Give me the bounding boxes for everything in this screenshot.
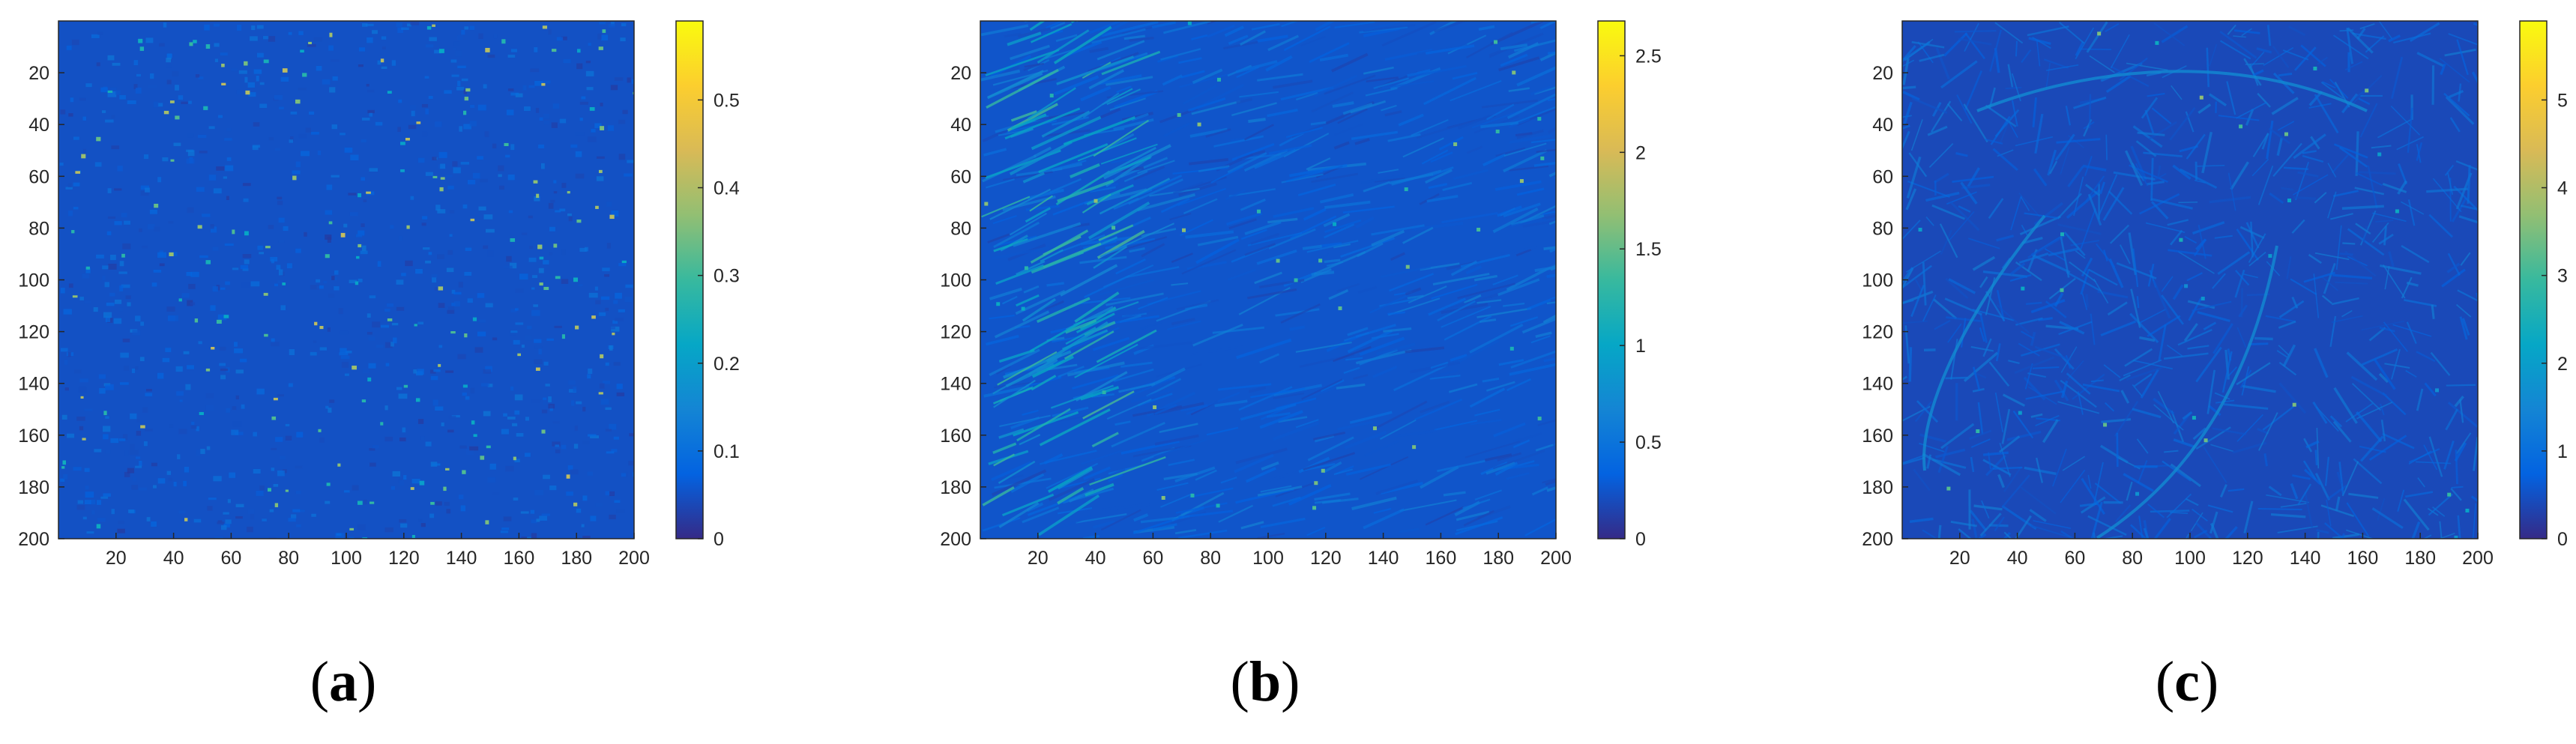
colorbar-tick-label: 4 <box>2557 178 2568 199</box>
heatmap-image <box>980 21 1556 539</box>
y-tick-label: 140 <box>18 374 49 395</box>
y-tick-label: 80 <box>1872 218 1893 239</box>
colorbar-tick-label: 0.4 <box>714 178 740 199</box>
colorbar-tick-label: 2.5 <box>1635 46 1662 67</box>
x-tick-label: 100 <box>1252 548 1284 569</box>
x-tick-label: 40 <box>1085 548 1106 569</box>
colorbar-tick-label: 0 <box>1635 529 1646 550</box>
x-tick-label: 160 <box>504 548 535 569</box>
x-tick-label: 60 <box>2064 548 2085 569</box>
y-tick-label: 20 <box>1872 63 1893 84</box>
colorbar-tick-label: 0 <box>2557 529 2568 550</box>
y-tick-label: 40 <box>950 115 971 136</box>
y-tick-label: 100 <box>940 270 971 291</box>
colorbar-tick-label: 2 <box>1635 142 1646 163</box>
y-tick-label: 200 <box>18 529 49 550</box>
x-tick-label: 20 <box>106 548 127 569</box>
colorbar <box>2519 20 2548 539</box>
x-tick-label: 80 <box>1200 548 1221 569</box>
x-tick-label: 140 <box>1368 548 1399 569</box>
y-tick-label: 140 <box>1862 374 1893 395</box>
y-tick-label: 100 <box>1862 270 1893 291</box>
y-tick-label: 60 <box>28 166 49 187</box>
y-tick-label: 160 <box>18 426 49 447</box>
y-tick-label: 120 <box>18 322 49 343</box>
y-tick-label: 200 <box>940 529 971 550</box>
y-tick-label: 40 <box>28 115 49 136</box>
x-tick-label: 160 <box>1426 548 1457 569</box>
y-tick-label: 160 <box>1862 426 1893 447</box>
y-tick-label: 180 <box>940 477 971 498</box>
colorbar-tick-label: 0.1 <box>714 441 740 462</box>
y-tick-label: 60 <box>950 166 971 187</box>
x-tick-label: 100 <box>331 548 362 569</box>
x-tick-label: 140 <box>446 548 477 569</box>
colorbar-tick-label: 1 <box>2557 441 2568 462</box>
colorbar-tick-label: 0.5 <box>1635 432 1662 453</box>
x-tick-label: 140 <box>2290 548 2321 569</box>
x-tick-label: 80 <box>2122 548 2143 569</box>
y-tick-label: 180 <box>18 477 49 498</box>
y-tick-label: 120 <box>1862 322 1893 343</box>
chart-panel-b: 20 40 60 80 100 120 140 160 180 20020406080100120… <box>940 20 1662 713</box>
y-tick-label: 60 <box>1872 166 1893 187</box>
x-tick-label: 200 <box>2462 548 2494 569</box>
x-tick-label: 160 <box>2347 548 2379 569</box>
heatmap-image <box>58 21 634 539</box>
colorbar-tick-label: 5 <box>2557 90 2568 111</box>
x-tick-label: 60 <box>220 548 241 569</box>
y-tick-label: 100 <box>18 270 49 291</box>
colorbar-tick-label: 3 <box>2557 266 2568 287</box>
y-tick-label: 160 <box>940 426 971 447</box>
colorbar-tick-label: 1 <box>1635 336 1646 357</box>
x-tick-label: 200 <box>1540 548 1572 569</box>
colorbar-tick-label: 0.2 <box>714 354 740 375</box>
heatmap-image <box>1902 21 2478 539</box>
x-tick-label: 180 <box>561 548 592 569</box>
y-tick-label: 140 <box>940 374 971 395</box>
y-tick-label: 200 <box>1862 529 1893 550</box>
x-tick-label: 40 <box>163 548 184 569</box>
panel-label: (c) <box>2156 650 2218 713</box>
panel-label: (b) <box>1231 650 1300 713</box>
x-tick-label: 100 <box>2174 548 2206 569</box>
y-tick-label: 20 <box>950 63 971 84</box>
colorbar-tick-label: 2 <box>2557 354 2568 375</box>
x-tick-label: 120 <box>1310 548 1342 569</box>
x-tick-label: 80 <box>278 548 299 569</box>
y-tick-label: 80 <box>950 218 971 239</box>
colorbar-tick-label: 1.5 <box>1635 239 1662 260</box>
x-tick-label: 60 <box>1142 548 1163 569</box>
x-tick-label: 120 <box>388 548 420 569</box>
x-tick-label: 180 <box>2404 548 2436 569</box>
x-tick-label: 20 <box>1949 548 1970 569</box>
chart-panel-c: 20 40 60 80 100 120 140 160 180 20020406080100120… <box>1862 20 2568 713</box>
chart-panel-a: 20 40 60 80 100 120 140 160 180 200 20 40 60 80 100 120… <box>18 20 740 713</box>
x-tick-label: 120 <box>2232 548 2263 569</box>
y-tick-label: 40 <box>1872 115 1893 136</box>
colorbar-tick-label: 0.5 <box>714 90 740 111</box>
panel-label: (a) <box>310 650 377 713</box>
y-tick-label: 80 <box>28 218 49 239</box>
y-tick-label: 180 <box>1862 477 1893 498</box>
colorbar-tick-label: 0.3 <box>714 266 740 287</box>
colorbar <box>1597 20 1626 539</box>
y-tick-label: 20 <box>28 63 49 84</box>
x-tick-label: 180 <box>1482 548 1514 569</box>
y-tick-label: 120 <box>940 322 971 343</box>
x-tick-label: 20 <box>1028 548 1049 569</box>
colorbar-tick-label: 0 <box>714 529 724 550</box>
colorbar <box>675 20 704 539</box>
x-tick-label: 200 <box>618 548 650 569</box>
x-tick-label: 40 <box>2007 548 2028 569</box>
